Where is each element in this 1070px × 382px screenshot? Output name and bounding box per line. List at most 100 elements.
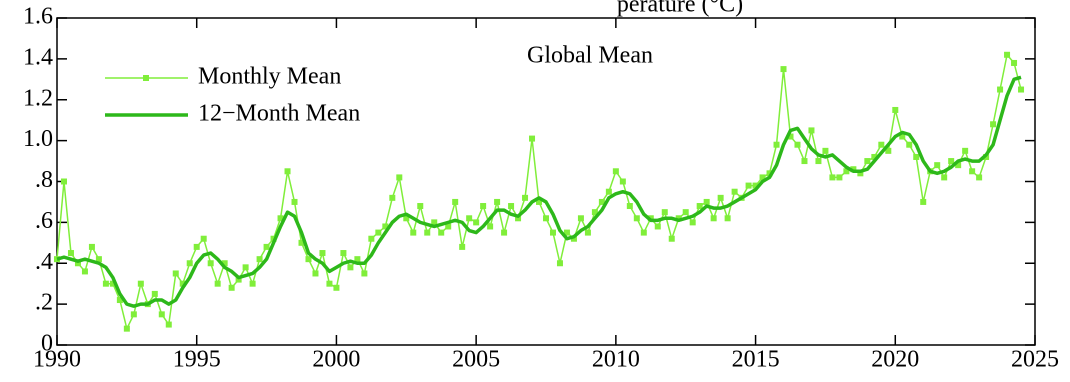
- point-marker: [130, 311, 137, 318]
- point-marker: [773, 141, 780, 148]
- point-marker: [605, 188, 612, 195]
- point-marker: [857, 170, 864, 177]
- point-marker: [284, 168, 291, 175]
- point-marker: [382, 223, 389, 230]
- point-marker: [361, 270, 368, 277]
- point-marker: [207, 260, 214, 267]
- point-marker: [934, 162, 941, 169]
- point-marker: [962, 147, 969, 154]
- point-marker: [88, 243, 95, 250]
- point-marker: [193, 243, 200, 250]
- point-marker: [990, 121, 997, 128]
- point-marker: [214, 280, 221, 287]
- point-marker: [81, 268, 88, 275]
- point-marker: [556, 260, 563, 267]
- point-marker: [179, 280, 186, 287]
- point-marker: [675, 215, 682, 222]
- point-marker: [263, 243, 270, 250]
- point-marker: [228, 284, 235, 291]
- point-marker: [186, 260, 193, 267]
- point-marker: [326, 280, 333, 287]
- y-tick-label: .4: [35, 249, 53, 275]
- point-marker: [591, 209, 598, 216]
- point-marker: [354, 256, 361, 263]
- point-marker: [724, 215, 731, 222]
- x-tick-label: 2020: [871, 347, 919, 373]
- point-marker: [375, 229, 382, 236]
- point-marker: [403, 215, 410, 222]
- legend-label: 12−Month Mean: [198, 101, 360, 127]
- point-marker: [452, 198, 459, 205]
- point-marker: [291, 198, 298, 205]
- point-marker: [843, 168, 850, 175]
- point-marker: [74, 260, 81, 267]
- point-marker: [347, 264, 354, 271]
- point-marker: [438, 229, 445, 236]
- point-marker: [298, 239, 305, 246]
- point-marker: [661, 209, 668, 216]
- point-marker: [976, 174, 983, 181]
- point-marker: [249, 280, 256, 287]
- point-marker: [1004, 51, 1011, 58]
- point-marker: [137, 280, 144, 287]
- point-marker: [815, 158, 822, 165]
- point-marker: [494, 198, 501, 205]
- point-marker: [235, 276, 242, 283]
- point-marker: [619, 178, 626, 185]
- y-tick-label: 0: [41, 331, 53, 357]
- point-marker: [759, 174, 766, 181]
- point-marker: [396, 174, 403, 181]
- series-line: [56, 75, 1022, 308]
- point-marker: [172, 270, 179, 277]
- y-tick-label: .8: [35, 167, 53, 193]
- point-marker: [948, 158, 955, 165]
- point-marker: [850, 166, 857, 173]
- point-marker: [529, 135, 536, 142]
- point-marker: [808, 127, 815, 134]
- point-marker: [501, 229, 508, 236]
- point-marker: [878, 141, 885, 148]
- point-marker: [158, 311, 165, 318]
- point-marker: [165, 321, 172, 328]
- point-marker: [319, 250, 326, 257]
- point-marker: [95, 256, 102, 263]
- point-marker: [640, 229, 647, 236]
- legend-label: Monthly Mean: [198, 64, 341, 90]
- point-marker: [997, 86, 1004, 93]
- point-marker: [417, 203, 424, 210]
- point-marker: [745, 182, 752, 189]
- point-marker: [668, 235, 675, 242]
- point-marker: [389, 194, 396, 201]
- point-marker: [654, 223, 661, 230]
- point-marker: [536, 198, 543, 205]
- point-marker: [969, 168, 976, 175]
- point-marker: [731, 188, 738, 195]
- y-tick-label: .6: [35, 208, 53, 234]
- point-marker: [549, 229, 556, 236]
- x-tick-label: 2015: [732, 347, 780, 373]
- point-marker: [955, 162, 962, 169]
- point-marker: [598, 198, 605, 205]
- point-marker: [682, 209, 689, 216]
- point-marker: [480, 203, 487, 210]
- point-marker: [787, 133, 794, 140]
- point-marker: [710, 215, 717, 222]
- point-marker: [822, 147, 829, 154]
- point-marker: [864, 158, 871, 165]
- point-marker: [696, 203, 703, 210]
- point-marker: [473, 219, 480, 226]
- point-marker: [920, 198, 927, 205]
- point-marker: [459, 243, 466, 250]
- point-marker: [522, 194, 529, 201]
- y-tick-label: 1.4: [23, 44, 53, 70]
- x-tick-label: 2025: [1011, 347, 1059, 373]
- point-marker: [333, 284, 340, 291]
- y-tick-label: 1.0: [23, 126, 53, 152]
- point-marker: [584, 229, 591, 236]
- point-marker: [543, 215, 549, 222]
- point-marker: [305, 256, 312, 263]
- chart-title: perature (°C): [617, 0, 743, 18]
- point-marker: [577, 215, 584, 222]
- point-marker: [794, 141, 801, 148]
